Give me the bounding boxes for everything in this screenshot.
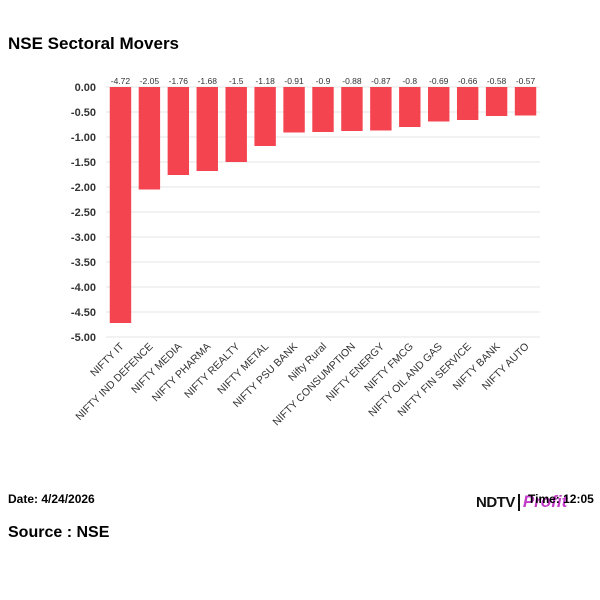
data-label: -0.91 xyxy=(284,76,304,86)
y-tick-label: -4.50 xyxy=(71,307,96,319)
bar xyxy=(254,87,276,146)
y-tick-label: -0.50 xyxy=(71,107,96,119)
bar xyxy=(138,87,161,190)
data-label: -4.72 xyxy=(111,76,131,86)
bar xyxy=(456,87,479,120)
bar xyxy=(341,87,363,131)
bar xyxy=(485,87,508,116)
bar xyxy=(370,87,392,131)
y-axis-ticks: 0.00 -0.50 -1.00 -1.50 -2.00 -2.50 -3.00 -3.50 -… xyxy=(71,82,96,344)
data-label: -0.57 xyxy=(516,76,536,86)
date-label: Date: 4/24/2026 xyxy=(8,492,95,506)
y-tick-label: -1.00 xyxy=(71,132,96,144)
bar xyxy=(109,87,132,323)
bar xyxy=(312,87,334,132)
data-label: -0.87 xyxy=(371,76,391,86)
y-tick-label: -1.50 xyxy=(71,157,96,169)
y-tick-label: -4.00 xyxy=(71,282,96,294)
logo-divider xyxy=(517,493,520,511)
data-label: -0.58 xyxy=(487,76,507,86)
y-tick-label: 0.00 xyxy=(75,82,96,94)
data-label: -0.9 xyxy=(316,76,331,86)
logo-main-text: NDTV xyxy=(476,493,515,511)
bar xyxy=(428,87,450,122)
data-label: -2.05 xyxy=(140,76,160,86)
data-label: -0.66 xyxy=(458,76,478,86)
bars xyxy=(109,87,537,323)
bar xyxy=(196,87,218,171)
ndtv-profit-logo: NDTV Profit xyxy=(476,490,567,514)
data-label: -1.18 xyxy=(255,76,275,86)
y-tick-label: -3.00 xyxy=(71,232,96,244)
bar xyxy=(283,87,305,133)
data-label: -0.8 xyxy=(402,76,417,86)
data-label: -1.76 xyxy=(169,76,189,86)
y-tick-label: -5.00 xyxy=(71,332,96,344)
data-label: -1.68 xyxy=(198,76,218,86)
data-label: -1.5 xyxy=(229,76,244,86)
bar xyxy=(225,87,247,162)
logo-sub-text: Profit xyxy=(522,492,568,511)
bar xyxy=(399,87,421,127)
y-tick-label: -2.50 xyxy=(71,207,96,219)
bar xyxy=(167,87,190,175)
source-label: Source : NSE xyxy=(8,524,110,541)
data-label: -0.88 xyxy=(342,76,362,86)
time-label: Time: 12:05 xyxy=(528,492,594,506)
data-labels: -4.72 -2.05 -1.76 -1.68 -1.5 -1.18 -0.91 -0.9 -0… xyxy=(111,76,536,86)
y-tick-label: -2.00 xyxy=(71,182,96,194)
bar xyxy=(514,87,537,116)
chart-title: NSE Sectoral Movers xyxy=(8,34,180,53)
data-label: -0.69 xyxy=(429,76,449,86)
y-tick-label: -3.50 xyxy=(71,257,96,269)
